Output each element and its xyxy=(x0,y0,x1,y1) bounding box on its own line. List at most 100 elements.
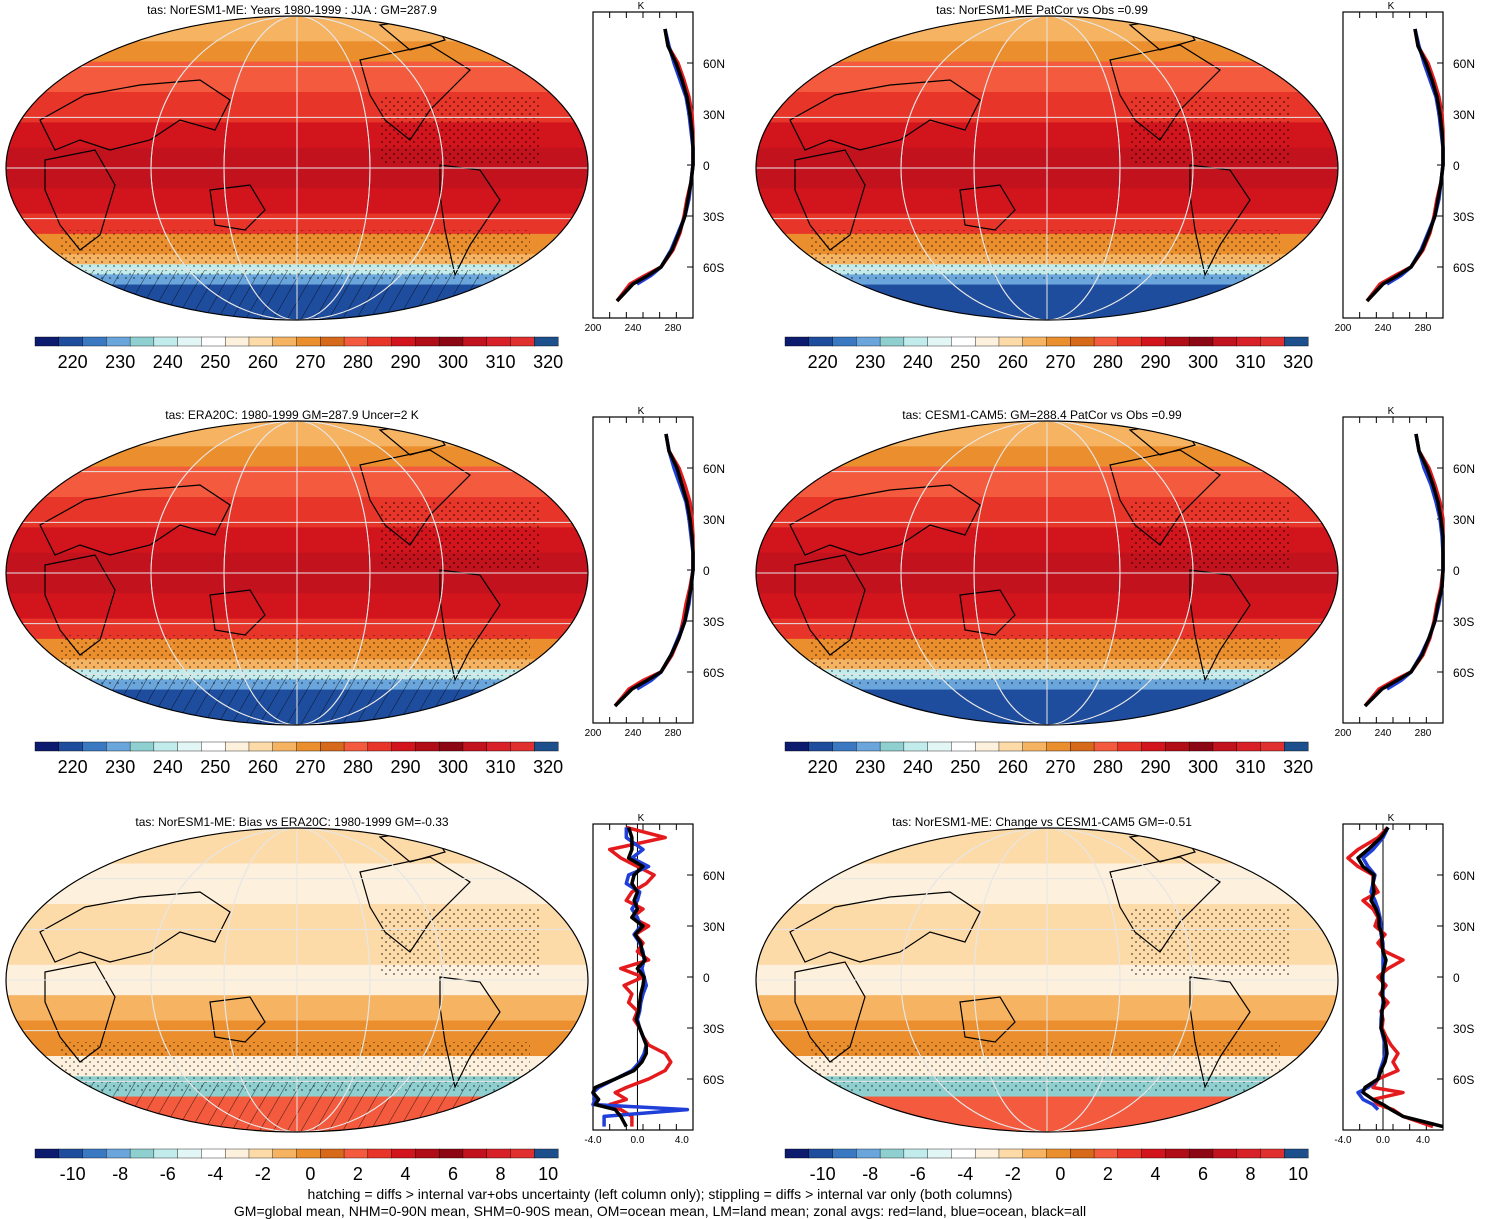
colorbar-swatch xyxy=(903,336,929,347)
colorbar-swatch xyxy=(856,1148,881,1159)
x-tick-label: 0.0 xyxy=(630,1135,644,1146)
panel-change-cesm1: tas: NorESM1-ME: Change vs CESM1-CAM5 GM… xyxy=(755,813,1475,1184)
y-tick-label: 0 xyxy=(1453,971,1460,985)
world-map xyxy=(6,16,588,320)
colorbar-label: 290 xyxy=(390,352,420,372)
colorbar-label: 300 xyxy=(1188,757,1218,777)
colorbar-label: -8 xyxy=(862,1164,878,1184)
graticule-lon xyxy=(973,828,1121,1132)
coastline xyxy=(789,484,981,556)
colorbar-swatch xyxy=(974,336,1000,347)
colorbar-swatch xyxy=(343,1148,369,1159)
graticule-lon xyxy=(223,16,371,320)
colorbar-label: 230 xyxy=(855,352,885,372)
stippling xyxy=(810,230,1280,280)
colorbar-swatch xyxy=(296,1148,321,1159)
colorbar-swatch xyxy=(1093,741,1119,752)
colorbar-label: 8 xyxy=(1246,1164,1256,1184)
y-tick-label: 30N xyxy=(703,513,725,527)
map-outline xyxy=(5,827,589,1133)
colorbar-swatch xyxy=(1188,741,1214,752)
world-map xyxy=(756,828,1338,1132)
colorbar: 220 230 240 250 260 270 280 290 300 310 320 xyxy=(784,741,1313,777)
colorbar-swatch xyxy=(927,336,952,347)
plot-frame xyxy=(1342,823,1444,1131)
colorbar-swatch xyxy=(808,1148,834,1159)
graticule-lon xyxy=(150,16,444,320)
graticule-lon xyxy=(973,421,1121,725)
coastline xyxy=(794,961,866,1063)
colorbar-label: 290 xyxy=(1140,352,1170,372)
x-tick-label: 280 xyxy=(665,728,682,739)
x-axis-unit-label: K xyxy=(638,406,645,417)
footer-hatching-note: hatching = diffs > internal var+obs unce… xyxy=(307,1186,1013,1202)
colorbar-swatch xyxy=(177,1148,202,1159)
plot-frame xyxy=(592,11,694,319)
y-tick-label: 30S xyxy=(703,1022,724,1036)
colorbar-label: 10 xyxy=(1288,1164,1308,1184)
y-tick-label: 60N xyxy=(703,462,725,476)
y-tick-label: 60S xyxy=(703,1073,724,1087)
y-tick-label: 30S xyxy=(1453,615,1474,629)
colorbar-swatch xyxy=(1260,1148,1285,1159)
colorbar-swatch xyxy=(320,336,345,347)
colorbar-swatch xyxy=(1141,336,1166,347)
colorbar-label: 240 xyxy=(153,757,183,777)
graticule-lon xyxy=(223,421,371,725)
colorbar-label: 270 xyxy=(1045,757,1075,777)
y-tick-label: 0 xyxy=(703,159,710,173)
colorbar-swatch xyxy=(856,336,881,347)
footer-legend-note: GM=global mean, NHM=0-90N mean, SHM=0-90… xyxy=(233,1203,1087,1219)
series-line-land xyxy=(613,433,695,708)
colorbar-swatch xyxy=(438,741,464,752)
colorbar-label: 320 xyxy=(533,352,563,372)
y-tick-label: 60S xyxy=(1453,1073,1474,1087)
colorbar-swatch xyxy=(367,741,393,752)
colorbar-swatch xyxy=(153,336,179,347)
colorbar-swatch xyxy=(1046,741,1071,752)
colorbar-label: 280 xyxy=(1093,352,1123,372)
colorbar-swatch xyxy=(82,1148,107,1159)
world-map xyxy=(756,16,1338,320)
colorbar-label: -6 xyxy=(910,1164,926,1184)
colorbar-swatch xyxy=(106,336,131,347)
colorbar-label: 290 xyxy=(390,757,420,777)
colorbar-label: 230 xyxy=(105,352,135,372)
zonal-average-plot: K 200 240 280 60N 30N 0 30S 60S xyxy=(1335,406,1475,739)
colorbar-swatch xyxy=(296,741,321,752)
colorbar-swatch xyxy=(106,1148,131,1159)
colorbar-swatch xyxy=(1188,336,1214,347)
world-map xyxy=(6,421,588,725)
colorbar-swatch xyxy=(462,741,488,752)
colorbar-label: -10 xyxy=(60,1164,86,1184)
plot-frame xyxy=(1342,11,1444,319)
colorbar-label: -4 xyxy=(957,1164,973,1184)
colorbar-swatch xyxy=(224,1148,250,1159)
stippling xyxy=(1130,500,1290,570)
colorbar-swatch xyxy=(1022,336,1047,347)
colorbar-label: 320 xyxy=(1283,352,1313,372)
colorbar-swatch xyxy=(1141,741,1166,752)
colorbar-label: 240 xyxy=(903,757,933,777)
colorbar-label: 230 xyxy=(105,757,135,777)
zonal-average-plot: K 200 240 280 60N 30N 0 30S 60S xyxy=(585,406,725,739)
map-outline xyxy=(755,420,1339,726)
colorbar-swatch xyxy=(1284,336,1309,347)
colorbar-swatch xyxy=(391,336,416,347)
graticule-lon xyxy=(900,16,1194,320)
colorbar-swatch xyxy=(879,336,905,347)
x-tick-label: 280 xyxy=(1415,323,1432,334)
world-map xyxy=(756,421,1338,725)
colorbar-label: 250 xyxy=(950,757,980,777)
graticule-lon xyxy=(900,828,1194,1132)
y-tick-label: 60N xyxy=(1453,869,1475,883)
series-line-all xyxy=(613,433,695,708)
coastline xyxy=(789,891,981,963)
colorbar-swatch xyxy=(201,336,226,347)
colorbar-swatch xyxy=(1212,741,1238,752)
coastline xyxy=(44,961,116,1063)
colorbar-label: 290 xyxy=(1140,757,1170,777)
panel-model-jja: tas: NorESM1-ME: Years 1980-1999 : JJA :… xyxy=(5,1,725,372)
colorbar-swatch xyxy=(177,336,202,347)
colorbar-swatch xyxy=(34,336,60,347)
